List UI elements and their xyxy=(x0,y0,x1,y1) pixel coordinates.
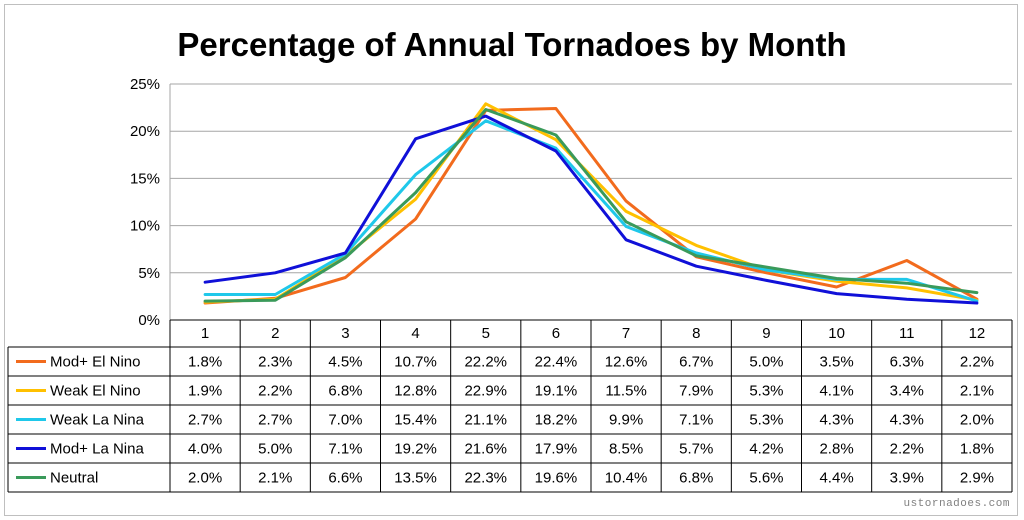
table-cell: 17.9% xyxy=(535,441,578,458)
x-tick-label: 10 xyxy=(828,325,845,342)
y-tick-label: 0% xyxy=(138,312,160,329)
table-cell: 2.1% xyxy=(258,470,292,487)
chart-frame xyxy=(4,4,1018,516)
table-cell: 4.3% xyxy=(890,412,924,429)
table-cell: 15.4% xyxy=(394,412,437,429)
table-cell: 8.5% xyxy=(609,441,643,458)
table-cell: 6.7% xyxy=(679,354,713,371)
y-tick-label: 15% xyxy=(130,170,160,187)
table-cell: 3.4% xyxy=(890,383,924,400)
table-cell: 22.9% xyxy=(464,383,507,400)
x-tick-label: 8 xyxy=(692,325,700,342)
table-cell: 21.1% xyxy=(464,412,507,429)
x-tick-label: 7 xyxy=(622,325,630,342)
table-cell: 2.7% xyxy=(188,412,222,429)
table-cell: 2.2% xyxy=(890,441,924,458)
x-tick-label: 9 xyxy=(762,325,770,342)
x-tick-label: 11 xyxy=(899,325,915,342)
series-label: Neutral xyxy=(50,470,98,487)
x-tick-label: 3 xyxy=(341,325,349,342)
series-label: Mod+ El Nino xyxy=(50,354,140,371)
table-cell: 2.8% xyxy=(819,441,853,458)
series-label: Weak La Nina xyxy=(50,412,145,429)
table-cell: 4.0% xyxy=(188,441,222,458)
table-cell: 6.8% xyxy=(328,383,362,400)
x-tick-label: 4 xyxy=(411,325,419,342)
table-cell: 22.2% xyxy=(464,354,507,371)
x-tick-label: 12 xyxy=(969,325,986,342)
table-cell: 5.3% xyxy=(749,383,783,400)
table-cell: 4.5% xyxy=(328,354,362,371)
table-cell: 11.5% xyxy=(605,383,646,400)
table-cell: 7.9% xyxy=(679,383,713,400)
table-cell: 13.5% xyxy=(394,470,437,487)
x-tick-label: 5 xyxy=(482,325,490,342)
x-tick-label: 6 xyxy=(552,325,560,342)
table-cell: 6.8% xyxy=(679,470,713,487)
table-cell: 2.7% xyxy=(258,412,292,429)
table-cell: 6.6% xyxy=(328,470,362,487)
table-cell: 12.6% xyxy=(605,354,648,371)
table-cell: 3.9% xyxy=(890,470,924,487)
table-cell: 22.4% xyxy=(535,354,578,371)
watermark: ustornadoes.com xyxy=(903,498,1010,510)
table-cell: 7.1% xyxy=(679,412,713,429)
table-cell: 1.8% xyxy=(960,441,994,458)
table-cell: 19.6% xyxy=(535,470,578,487)
table-cell: 5.6% xyxy=(749,470,783,487)
table-cell: 2.3% xyxy=(258,354,292,371)
table-cell: 5.3% xyxy=(749,412,783,429)
table-cell: 2.9% xyxy=(960,470,994,487)
series-line xyxy=(203,114,979,305)
table-cell: 4.1% xyxy=(819,383,853,400)
y-tick-label: 20% xyxy=(130,123,160,140)
table-cell: 9.9% xyxy=(609,412,643,429)
chart-title: Percentage of Annual Tornadoes by Month xyxy=(177,26,847,63)
table-cell: 22.3% xyxy=(464,470,507,487)
table-cell: 1.8% xyxy=(188,354,222,371)
table-cell: 19.2% xyxy=(394,441,437,458)
table-cell: 18.2% xyxy=(535,412,578,429)
table-cell: 21.6% xyxy=(464,441,507,458)
table-cell: 1.9% xyxy=(188,383,222,400)
table-cell: 7.1% xyxy=(328,441,362,458)
y-tick-label: 25% xyxy=(130,76,160,93)
y-tick-label: 5% xyxy=(138,265,160,282)
table-cell: 2.2% xyxy=(960,354,994,371)
table-cell: 2.0% xyxy=(188,470,222,487)
y-tick-label: 10% xyxy=(130,218,160,235)
table-cell: 10.7% xyxy=(394,354,437,371)
table-cell: 4.2% xyxy=(749,441,783,458)
table-cell: 7.0% xyxy=(328,412,362,429)
table-cell: 5.0% xyxy=(749,354,783,371)
table-cell: 4.4% xyxy=(819,470,853,487)
table-cell: 5.7% xyxy=(679,441,713,458)
table-cell: 19.1% xyxy=(535,383,578,400)
series-label: Weak El Nino xyxy=(50,383,141,400)
table-cell: 6.3% xyxy=(890,354,924,371)
x-tick-label: 2 xyxy=(271,325,279,342)
table-cell: 2.0% xyxy=(960,412,994,429)
table-cell: 5.0% xyxy=(258,441,292,458)
table-cell: 10.4% xyxy=(605,470,648,487)
table-cell: 4.3% xyxy=(819,412,853,429)
table-cell: 2.2% xyxy=(258,383,292,400)
table-cell: 3.5% xyxy=(819,354,853,371)
series-label: Mod+ La Nina xyxy=(50,441,144,458)
table-cell: 2.1% xyxy=(960,383,994,400)
x-tick-label: 1 xyxy=(201,325,209,342)
table-cell: 12.8% xyxy=(394,383,437,400)
series-line xyxy=(203,108,979,303)
